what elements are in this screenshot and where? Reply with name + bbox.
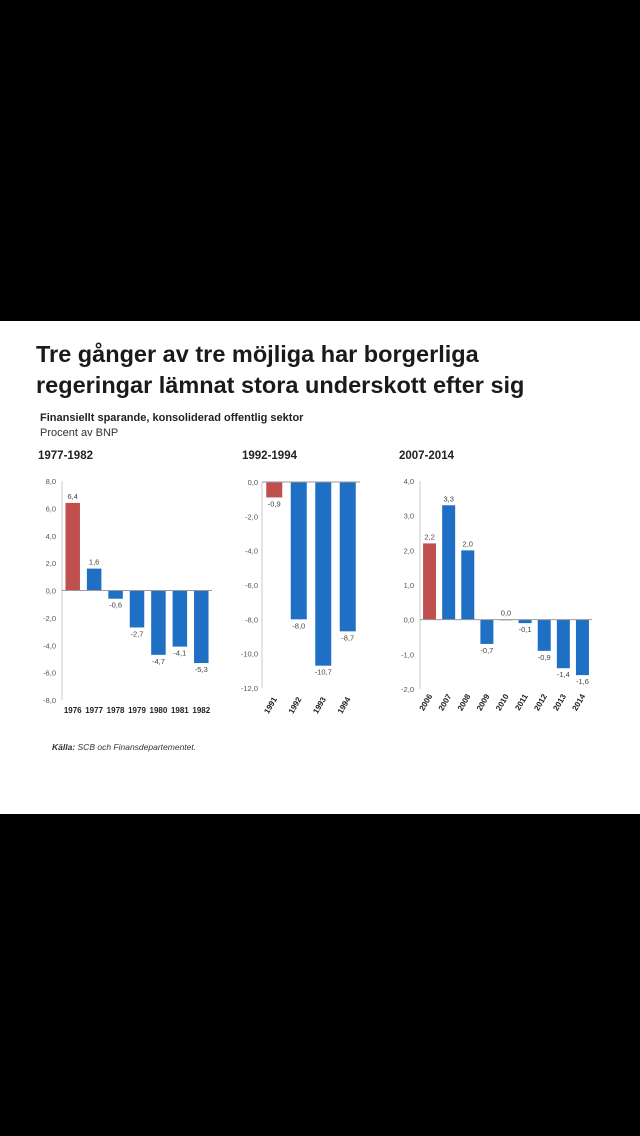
data-label: -0,9 — [538, 653, 551, 662]
x-tick-label: 2007 — [437, 692, 454, 712]
bar — [339, 482, 356, 632]
chart-unit: Procent av BNP — [40, 427, 119, 439]
chart-subtitle: Finansiellt sparande, konsoliderad offen… — [40, 412, 304, 424]
x-tick-label: 2009 — [475, 692, 492, 712]
y-tick-label: -4,0 — [43, 641, 56, 650]
x-tick-label: 1982 — [192, 706, 210, 715]
period-title-1977-1982: 1977-1982 — [38, 450, 93, 462]
bar — [423, 543, 437, 620]
period-title-2007-2014: 2007-2014 — [399, 450, 454, 462]
x-tick-label: 1992 — [287, 695, 304, 715]
x-tick-label: 2013 — [551, 692, 568, 712]
bar — [575, 619, 589, 676]
source-text: SCB och Finansdepartementet. — [75, 742, 197, 752]
bar — [129, 590, 145, 628]
source-label: Källa: — [52, 742, 76, 752]
x-tick-label: 2006 — [418, 692, 435, 712]
y-tick-label: -2,0 — [43, 614, 56, 623]
y-tick-label: 8,0 — [46, 477, 56, 486]
bar — [86, 568, 102, 591]
x-tick-label: 1991 — [262, 695, 279, 715]
bar — [537, 619, 551, 651]
x-tick-label: 2014 — [570, 692, 587, 712]
page-title: Tre gånger av tre möjliga har borgerliga… — [36, 339, 524, 401]
data-label: -2,7 — [131, 629, 144, 638]
data-label: -0,6 — [109, 601, 122, 610]
y-tick-label: 6,0 — [46, 504, 56, 513]
y-tick-label: 2,0 — [404, 546, 414, 555]
y-tick-label: -2,0 — [245, 512, 258, 521]
bar — [151, 590, 166, 655]
data-label: 2,0 — [463, 539, 473, 548]
data-label: -8,0 — [292, 621, 305, 630]
x-tick-label: 1994 — [336, 695, 353, 715]
bar — [480, 619, 494, 644]
y-tick-label: -10,0 — [241, 650, 258, 659]
x-tick-label: 1976 — [64, 706, 82, 715]
data-label: -0,9 — [268, 499, 281, 508]
y-tick-label: 0,0 — [404, 616, 414, 625]
y-tick-label: 0,0 — [248, 478, 258, 487]
data-label: -1,6 — [576, 677, 589, 686]
bar — [172, 590, 188, 647]
y-tick-label: 1,0 — [404, 581, 414, 590]
y-tick-label: 0,0 — [46, 587, 56, 596]
bar — [65, 502, 80, 591]
x-tick-label: 1993 — [311, 695, 328, 715]
title-line-1: Tre gånger av tre möjliga har borgerliga — [36, 341, 479, 367]
bar — [442, 505, 456, 620]
bar — [461, 550, 475, 620]
data-label: -10,7 — [315, 668, 332, 677]
data-label: -0,7 — [480, 646, 493, 655]
bar-charts: 8,0 6,0 4,0 2,0 0,0 -2,0 -4,0 -6,0 -8,0 6,4 1976 1,… — [43, 477, 592, 715]
x-tick-label: 2008 — [456, 692, 473, 712]
data-label: -0,1 — [519, 625, 532, 634]
x-tick-label: 2011 — [513, 692, 530, 712]
y-tick-label: -8,0 — [43, 696, 56, 705]
bar — [556, 619, 570, 669]
data-label: -4,7 — [152, 657, 165, 666]
x-tick-label: 1978 — [107, 706, 125, 715]
y-tick-label: 3,0 — [404, 512, 414, 521]
x-tick-label: 1980 — [150, 706, 168, 715]
period-title-1992-1994: 1992-1994 — [242, 450, 297, 462]
data-label: -8,7 — [341, 633, 354, 642]
bar — [108, 590, 123, 599]
y-tick-label: -1,0 — [401, 650, 414, 659]
y-tick-label: -12,0 — [241, 684, 258, 693]
y-tick-label: -6,0 — [43, 669, 56, 678]
y-tick-label: 2,0 — [46, 559, 56, 568]
x-tick-label: 2012 — [532, 692, 549, 712]
y-tick-label: -6,0 — [245, 581, 258, 590]
y-tick-label: 4,0 — [46, 532, 56, 541]
title-line-2: regeringar lämnat stora underskott efter… — [36, 372, 525, 398]
chart-card: Tre gånger av tre möjliga har borgerliga… — [0, 321, 640, 814]
data-label: 3,3 — [443, 494, 453, 503]
data-label: 0,0 — [501, 609, 511, 618]
data-label: -5,3 — [195, 665, 208, 674]
bar — [518, 619, 532, 624]
bar — [290, 482, 307, 620]
x-tick-label: 1979 — [128, 706, 146, 715]
y-tick-label: -4,0 — [245, 547, 258, 556]
y-tick-label: -2,0 — [401, 685, 414, 694]
bar — [266, 482, 283, 498]
bar — [315, 482, 332, 666]
source-note: Källa: SCB och Finansdepartementet. — [52, 742, 196, 752]
x-tick-label: 1981 — [171, 706, 189, 715]
x-tick-label: 2010 — [494, 692, 511, 712]
data-label: 2,2 — [424, 532, 434, 541]
data-label: 6,4 — [67, 492, 77, 501]
y-tick-label: -8,0 — [245, 615, 258, 624]
data-label: -4,1 — [173, 649, 186, 658]
data-label: -1,4 — [557, 670, 570, 679]
data-label: 1,6 — [89, 558, 99, 567]
bar — [194, 590, 209, 664]
x-tick-label: 1977 — [85, 706, 103, 715]
y-tick-label: 4,0 — [404, 477, 414, 486]
